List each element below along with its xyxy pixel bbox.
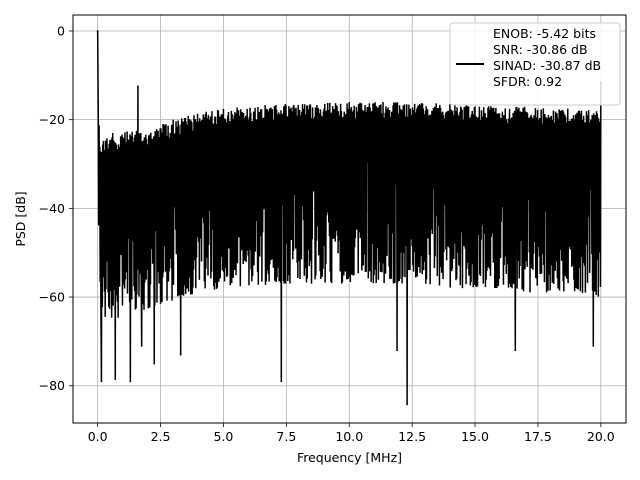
x-tick-label: 12.5 bbox=[398, 429, 426, 444]
x-axis-label: Frequency [MHz] bbox=[297, 450, 402, 465]
x-tick-label: 7.5 bbox=[276, 429, 296, 444]
psd-dip-point bbox=[406, 403, 409, 406]
psd-peak-point bbox=[97, 101, 100, 103]
y-axis-label: PSD [dB] bbox=[13, 191, 28, 246]
psd-dip-point bbox=[396, 349, 398, 352]
y-tick-label: −80 bbox=[39, 378, 65, 393]
legend-entry-line: SNR: -30.86 dB bbox=[493, 42, 588, 57]
psd-dip-point bbox=[129, 380, 132, 383]
legend-entry-line: ENOB: -5.42 bits bbox=[493, 26, 596, 41]
x-tick-label: 15.0 bbox=[461, 429, 489, 444]
x-tick-label: 20.0 bbox=[587, 429, 615, 444]
psd-line-series bbox=[96, 30, 602, 406]
y-tick-label: −40 bbox=[39, 201, 65, 216]
psd-dip-point bbox=[114, 378, 117, 380]
psd-dip-point bbox=[514, 349, 517, 352]
x-tick-label: 10.0 bbox=[335, 429, 363, 444]
x-tick-label: 0.0 bbox=[88, 429, 108, 444]
y-tick-label: 0 bbox=[57, 23, 65, 38]
psd-peak-point bbox=[96, 30, 99, 32]
y-tick-label: −60 bbox=[39, 290, 65, 305]
legend-entry-line: SINAD: -30.87 dB bbox=[493, 58, 601, 73]
y-axis-ticks: 0 −20 −40 −60 −80 bbox=[39, 23, 73, 393]
x-axis-ticks: 0.0 2.5 5.0 7.5 10.0 12.5 15.0 17.5 20.0 bbox=[88, 423, 615, 444]
psd-dip-point bbox=[179, 353, 182, 356]
legend-entry-line: SFDR: 0.92 bbox=[493, 74, 562, 89]
psd-dip-point bbox=[280, 380, 283, 383]
psd-dip-point bbox=[100, 380, 103, 383]
psd-dip-point bbox=[140, 344, 143, 347]
psd-peak-point bbox=[137, 85, 139, 88]
legend-box bbox=[449, 22, 621, 106]
x-tick-label: 17.5 bbox=[524, 429, 552, 444]
psd-dip-point bbox=[153, 362, 156, 365]
psd-trace bbox=[96, 30, 602, 405]
x-tick-label: 5.0 bbox=[214, 429, 234, 444]
x-tick-label: 2.5 bbox=[151, 429, 171, 444]
y-tick-label: −20 bbox=[39, 112, 65, 127]
psd-dip-point bbox=[592, 344, 595, 347]
